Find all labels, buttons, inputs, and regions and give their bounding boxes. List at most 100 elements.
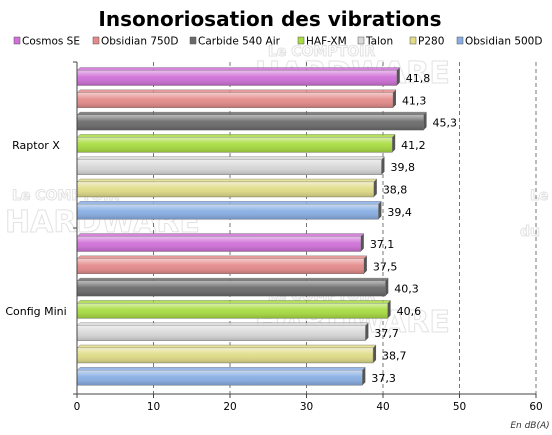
bar: 40,6 xyxy=(76,300,422,319)
bar-top-face xyxy=(76,233,365,237)
legend-item: Cosmos SE xyxy=(13,36,80,48)
x-tick-label: 40 xyxy=(376,401,389,413)
bar: 37,1 xyxy=(76,233,395,252)
bar-end-face xyxy=(396,67,400,86)
axes: 0 10 20 30 40 50 60 Raptor X Config Mini xyxy=(5,61,543,413)
legend-item: HAF-XM xyxy=(297,36,347,48)
legend-swatch xyxy=(456,36,464,45)
bar: 37,7 xyxy=(76,322,399,341)
bar-top-face xyxy=(76,67,401,71)
legend: Cosmos SE Obsidian 750D Carbide 540 Air HAF… xyxy=(13,36,542,48)
legend-item: P280 xyxy=(409,36,444,48)
bar-value-label: 38,8 xyxy=(383,184,408,197)
bar-shade xyxy=(77,370,363,386)
legend-label: Carbide 540 Air xyxy=(198,36,281,48)
bar: 45,3 xyxy=(76,111,458,131)
legend-swatch xyxy=(92,36,100,45)
bar-top-face xyxy=(76,322,369,326)
bar-end-face xyxy=(373,179,377,197)
legend-item: Talon xyxy=(357,36,393,48)
unit-label: En dB(A) xyxy=(510,421,549,431)
bar-top-face xyxy=(76,277,389,282)
bar-end-face xyxy=(392,134,396,153)
bar-top-face xyxy=(76,344,377,349)
bar-shade xyxy=(77,348,374,363)
legend-swatch xyxy=(13,36,21,45)
bar-top-face xyxy=(76,255,368,259)
bar: 39,4 xyxy=(76,201,412,220)
legend-label: P280 xyxy=(418,36,444,48)
watermark-line1: Le COMPTOIR xyxy=(268,44,375,60)
bar: 38,8 xyxy=(76,178,408,198)
x-tick-label: 30 xyxy=(300,401,313,413)
chart-title: Insonoriosation des vibrations xyxy=(98,7,441,31)
bar-value-label: 40,3 xyxy=(394,283,419,296)
bars: 41,8 41,3 45,3 41,2 39,8 38,8 39,4 37,1 37,5 40,3… xyxy=(76,67,458,386)
bar-value-label: 39,8 xyxy=(390,161,415,174)
legend-swatch xyxy=(409,36,417,45)
watermark-line3: du xyxy=(520,224,540,240)
bar-end-face xyxy=(378,201,382,220)
x-tick-label: 60 xyxy=(529,401,542,413)
bar-top-face xyxy=(76,201,382,205)
bar-value-label: 39,4 xyxy=(387,206,412,219)
legend-label: Obsidian 500D xyxy=(465,36,542,48)
bar-end-face xyxy=(373,345,377,363)
bar: 39,8 xyxy=(76,156,415,175)
bar-end-face xyxy=(365,322,369,341)
category-label: Raptor X xyxy=(12,139,60,152)
bar-top-face xyxy=(76,89,397,94)
legend-label: Cosmos SE xyxy=(22,36,80,48)
bar-end-face xyxy=(385,278,389,297)
bar-value-label: 37,1 xyxy=(370,238,395,251)
bar-shade xyxy=(77,92,393,108)
bar-shade xyxy=(77,159,382,175)
legend-label: Obsidian 750D xyxy=(101,36,178,48)
bar-end-face xyxy=(363,255,367,274)
bar-value-label: 41,2 xyxy=(401,139,426,152)
bar-shade xyxy=(77,137,393,153)
bar: 37,5 xyxy=(76,255,398,274)
grid xyxy=(153,62,537,394)
bar-value-label: 38,7 xyxy=(382,350,407,363)
bar-value-label: 41,8 xyxy=(406,72,431,85)
bar-shade xyxy=(77,236,361,252)
legend-swatch xyxy=(357,36,365,45)
bar-value-label: 40,6 xyxy=(397,305,422,318)
x-tick-label: 0 xyxy=(74,401,81,413)
x-tick-label: 50 xyxy=(453,401,466,413)
bar-shade xyxy=(77,182,374,197)
bar: 40,3 xyxy=(76,277,419,297)
bar-shade xyxy=(77,325,366,341)
bar-shade xyxy=(77,281,386,297)
bar-end-face xyxy=(423,112,427,131)
bar-end-face xyxy=(387,300,391,319)
bar-top-face xyxy=(76,367,366,371)
bar-value-label: 41,3 xyxy=(402,94,427,107)
bar-top-face xyxy=(76,111,428,116)
bar-end-face xyxy=(392,89,396,108)
watermark-line1: Le COMPTOIR xyxy=(530,188,552,204)
bar-value-label: 45,3 xyxy=(433,117,458,130)
bar-end-face xyxy=(360,233,364,252)
bar: 37,3 xyxy=(76,367,396,386)
bar-top-face xyxy=(76,134,396,138)
bar-shade xyxy=(77,204,379,220)
bar: 41,2 xyxy=(76,134,426,153)
x-tick-label: 10 xyxy=(147,401,160,413)
bar-top-face xyxy=(76,156,385,160)
bar-shade xyxy=(77,70,397,86)
legend-item: Obsidian 500D xyxy=(456,36,542,48)
bar: 41,3 xyxy=(76,89,427,109)
bar-shade xyxy=(77,303,388,319)
bar-top-face xyxy=(76,300,392,304)
bar-value-label: 37,7 xyxy=(374,327,399,340)
bar-end-face xyxy=(381,156,385,175)
legend-label: HAF-XM xyxy=(306,36,347,48)
x-tick-label: 20 xyxy=(223,401,236,413)
legend-item: Carbide 540 Air xyxy=(189,36,281,48)
bar-value-label: 37,5 xyxy=(373,260,398,273)
bar-value-label: 37,3 xyxy=(371,372,396,385)
bar-end-face xyxy=(362,367,366,386)
